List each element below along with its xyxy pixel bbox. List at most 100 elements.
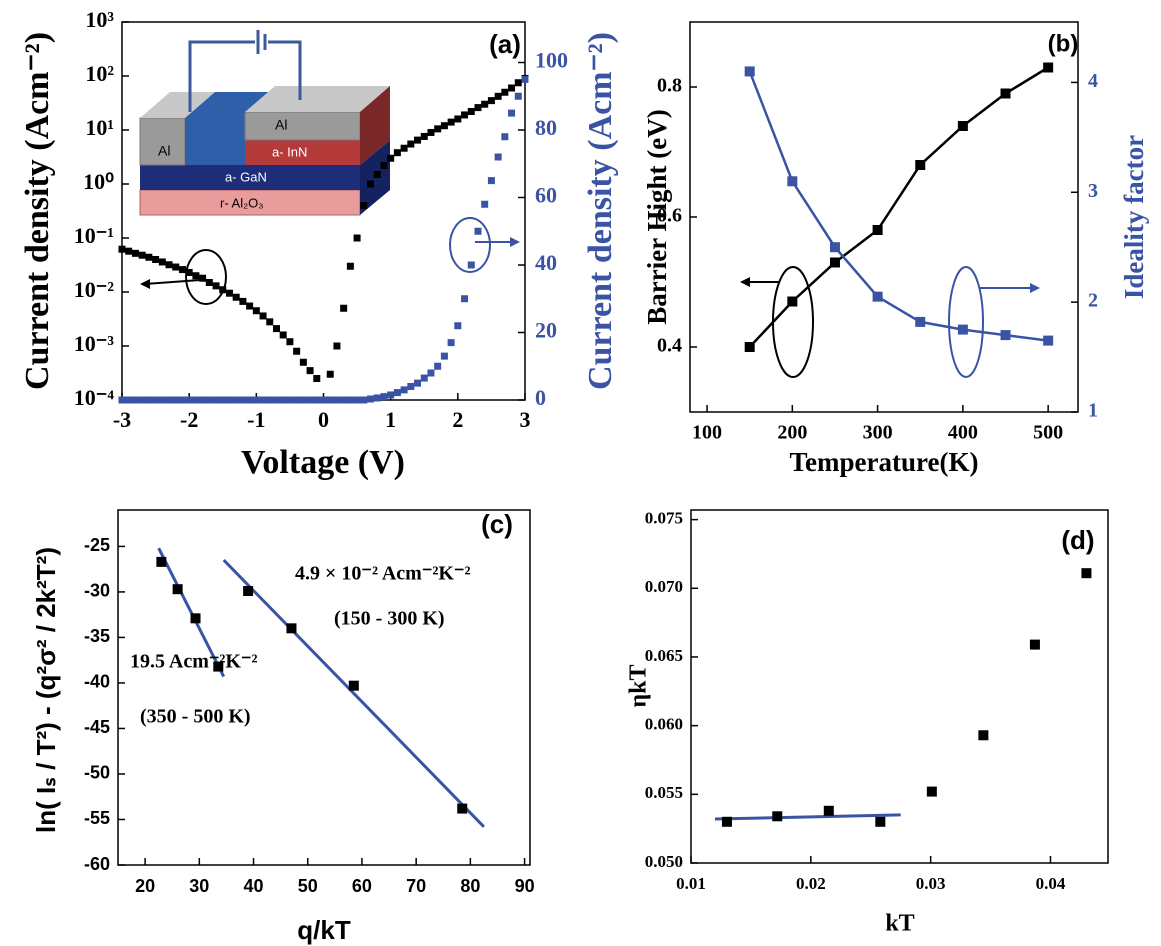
marker bbox=[225, 396, 233, 404]
marker bbox=[266, 396, 274, 404]
x-tick-label: 70 bbox=[406, 876, 426, 896]
marker bbox=[508, 84, 516, 92]
marker bbox=[125, 396, 133, 404]
marker bbox=[872, 225, 883, 235]
y-tick-label: 0.065 bbox=[645, 646, 683, 665]
marker bbox=[212, 282, 220, 290]
marker bbox=[387, 391, 395, 399]
y2-tick-label: 20 bbox=[535, 318, 557, 343]
y-tick-label: 10⁻² bbox=[74, 277, 115, 302]
x-tick-label: 0.01 bbox=[676, 874, 706, 893]
marker bbox=[190, 613, 201, 624]
x-tick-label: -2 bbox=[180, 407, 198, 432]
panel-label: (d) bbox=[1061, 525, 1094, 555]
annotation: 4.9 × 10⁻² Acm⁻²K⁻² bbox=[295, 563, 471, 585]
marker bbox=[138, 396, 146, 404]
inset-label: Al bbox=[158, 143, 170, 159]
marker bbox=[875, 816, 886, 827]
marker bbox=[252, 307, 260, 315]
marker bbox=[199, 274, 207, 282]
marker bbox=[360, 396, 368, 404]
x-tick-label: 30 bbox=[189, 876, 209, 896]
marker bbox=[213, 661, 224, 672]
marker bbox=[829, 257, 840, 268]
wire bbox=[268, 40, 302, 100]
y-tick-label: 0.050 bbox=[645, 852, 683, 871]
marker bbox=[279, 331, 287, 339]
marker bbox=[744, 342, 755, 352]
marker bbox=[414, 136, 422, 144]
marker bbox=[156, 556, 167, 567]
marker bbox=[205, 396, 213, 404]
y-tick-label: -35 bbox=[84, 626, 110, 646]
y-tick-label: 0.075 bbox=[645, 509, 683, 528]
marker bbox=[454, 115, 462, 123]
x-tick-label: 0.04 bbox=[1036, 874, 1066, 893]
marker bbox=[192, 272, 200, 280]
marker bbox=[185, 268, 193, 276]
wire bbox=[188, 40, 255, 112]
marker bbox=[333, 342, 341, 350]
marker bbox=[420, 374, 428, 382]
inset-label: a- GaN bbox=[225, 169, 267, 184]
marker bbox=[481, 200, 489, 208]
x-axis-label: Temperature(K) bbox=[790, 447, 979, 477]
marker bbox=[158, 258, 166, 266]
arrowhead bbox=[510, 237, 520, 247]
marker bbox=[246, 302, 254, 310]
x-tick-label: 200 bbox=[777, 422, 807, 444]
gan-layer bbox=[140, 165, 360, 190]
y2-tick-label: 1 bbox=[1088, 400, 1098, 422]
panel-label: (b) bbox=[1048, 30, 1079, 57]
marker bbox=[1043, 62, 1054, 73]
marker bbox=[313, 396, 321, 404]
marker bbox=[514, 92, 522, 100]
marker bbox=[138, 251, 146, 259]
annotation: 19.5 Acm⁻²K⁻² bbox=[130, 651, 258, 673]
marker bbox=[787, 296, 798, 307]
al-right bbox=[244, 111, 361, 141]
marker bbox=[152, 396, 160, 404]
marker bbox=[125, 247, 133, 255]
x-tick-label: 80 bbox=[460, 876, 480, 896]
marker bbox=[219, 286, 227, 294]
y-axis-label: Current density (Acm⁻²) bbox=[19, 32, 56, 390]
y-axis-label: ηkT bbox=[626, 665, 652, 708]
marker bbox=[286, 338, 294, 346]
marker bbox=[494, 92, 502, 100]
marker bbox=[225, 289, 233, 297]
marker bbox=[185, 396, 193, 404]
marker bbox=[957, 324, 968, 335]
y2-tick-label: 80 bbox=[535, 115, 557, 140]
y-tick-label: -30 bbox=[84, 581, 110, 601]
right-side bbox=[360, 86, 390, 165]
y2-axis-label: Ideality factor bbox=[1119, 135, 1149, 299]
y-tick-label: 0.6 bbox=[657, 205, 682, 227]
y-tick-label: 10⁻³ bbox=[74, 331, 115, 356]
y2-tick-label: 100 bbox=[535, 48, 568, 73]
marker bbox=[346, 396, 354, 404]
inset-label: r- Al₂O₃ bbox=[220, 195, 264, 210]
marker bbox=[178, 396, 186, 404]
ellipse bbox=[185, 249, 227, 305]
marker bbox=[172, 396, 180, 404]
marker bbox=[158, 396, 166, 404]
marker bbox=[380, 162, 388, 170]
plot-frame bbox=[117, 509, 531, 866]
marker bbox=[494, 153, 502, 161]
marker bbox=[367, 180, 375, 188]
y2-tick-label: 3 bbox=[1088, 180, 1098, 202]
marker bbox=[340, 396, 348, 404]
plot-frame bbox=[690, 509, 1109, 864]
x-axis-label: Voltage (V) bbox=[241, 444, 405, 481]
marker bbox=[447, 118, 455, 126]
marker bbox=[232, 293, 240, 301]
marker bbox=[306, 367, 314, 375]
x-axis-label: q/kT bbox=[297, 915, 351, 945]
y-tick-label: -40 bbox=[84, 672, 110, 692]
marker bbox=[474, 104, 482, 112]
marker bbox=[145, 396, 153, 404]
marker bbox=[474, 227, 482, 235]
marker bbox=[243, 586, 254, 597]
panel-label: (a) bbox=[489, 29, 521, 59]
